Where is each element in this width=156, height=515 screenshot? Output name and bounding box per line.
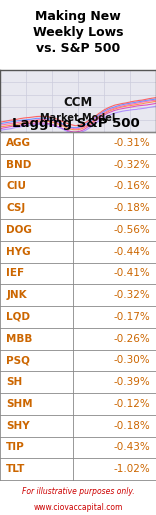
Text: SHM: SHM	[6, 399, 33, 409]
Text: -0.31%: -0.31%	[113, 138, 150, 148]
Text: TIP: TIP	[6, 442, 25, 452]
Text: Lagging S&P 500: Lagging S&P 500	[12, 117, 140, 130]
Text: IEF: IEF	[6, 268, 24, 279]
Text: -0.32%: -0.32%	[113, 160, 150, 169]
Text: SH: SH	[6, 377, 22, 387]
Text: DOG: DOG	[6, 225, 32, 235]
Text: Making New
Weekly Lows
vs. S&P 500: Making New Weekly Lows vs. S&P 500	[33, 10, 123, 55]
Text: CIU: CIU	[6, 181, 26, 192]
Text: -0.41%: -0.41%	[113, 268, 150, 279]
Text: www.ciovaccapital.com: www.ciovaccapital.com	[33, 503, 123, 512]
Text: CCM: CCM	[63, 96, 93, 109]
Text: -1.02%: -1.02%	[113, 464, 150, 474]
Text: -0.44%: -0.44%	[113, 247, 150, 256]
Text: -0.18%: -0.18%	[113, 203, 150, 213]
Text: -0.30%: -0.30%	[113, 355, 150, 365]
Text: SHY: SHY	[6, 421, 30, 431]
Text: -0.16%: -0.16%	[113, 181, 150, 192]
Text: JNK: JNK	[6, 290, 27, 300]
Text: MBB: MBB	[6, 334, 33, 344]
Text: TLT: TLT	[6, 464, 26, 474]
Text: BND: BND	[6, 160, 32, 169]
Text: -0.43%: -0.43%	[113, 442, 150, 452]
Text: Market Model: Market Model	[40, 113, 116, 124]
Text: -0.12%: -0.12%	[113, 399, 150, 409]
Text: -0.39%: -0.39%	[113, 377, 150, 387]
Text: HYG: HYG	[6, 247, 31, 256]
Text: -0.17%: -0.17%	[113, 312, 150, 322]
Text: LQD: LQD	[6, 312, 30, 322]
Text: AGG: AGG	[6, 138, 31, 148]
Text: -0.18%: -0.18%	[113, 421, 150, 431]
Text: For illustrative purposes only.: For illustrative purposes only.	[22, 487, 134, 496]
Text: -0.32%: -0.32%	[113, 290, 150, 300]
Text: CSJ: CSJ	[6, 203, 25, 213]
Text: -0.26%: -0.26%	[113, 334, 150, 344]
Text: -0.56%: -0.56%	[113, 225, 150, 235]
Text: PSQ: PSQ	[6, 355, 30, 365]
